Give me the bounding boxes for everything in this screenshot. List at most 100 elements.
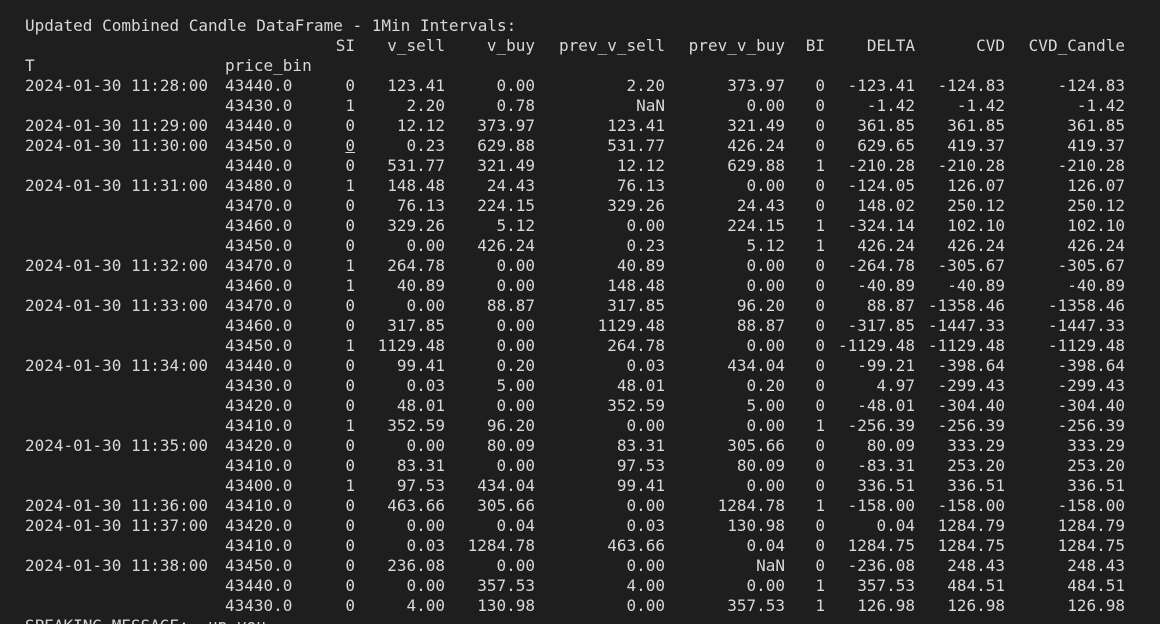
cell-timestamp: 2024-01-30 11:28:00 — [25, 76, 209, 95]
cell-delta: 336.51 — [857, 476, 915, 495]
cell-cvd-candle: -256.39 — [1057, 416, 1125, 435]
cell-cvd-candle: 250.12 — [1067, 196, 1125, 215]
cell-prev-v-sell: 148.48 — [607, 276, 665, 295]
cell-prev-v-buy: NaN — [756, 556, 785, 575]
cell-delta: 361.85 — [857, 116, 915, 135]
cell-cvd: -158.00 — [937, 496, 1005, 515]
cell-price-bin: 43470.0 — [225, 296, 293, 315]
cell-price-bin: 43400.0 — [225, 476, 293, 495]
cell-delta: -264.78 — [847, 256, 915, 275]
cell-cvd: 248.43 — [947, 556, 1005, 575]
cell-delta: -1129.48 — [837, 336, 915, 355]
table-row: 43460.0 0 317.85 0.00 1129.48 88.87 0 -317.85 -1… — [0, 316, 1160, 336]
cell-prev-v-sell: 40.89 — [616, 256, 665, 275]
cell-delta: -99.21 — [857, 356, 915, 375]
cell-cvd: 484.51 — [947, 576, 1005, 595]
column-header-row: SI v_sell v_buy prev_v_sell prev_v_buy B… — [0, 36, 1160, 56]
cell-prev-v-sell: 463.66 — [607, 536, 665, 555]
table-row: 2024-01-30 11:36:00 43410.0 0 463.66 305.66 0… — [0, 496, 1160, 516]
cell-timestamp: 2024-01-30 11:36:00 — [25, 496, 209, 515]
cell-si: 0 — [345, 136, 355, 155]
cell-si: 1 — [345, 416, 355, 435]
cell-prev-v-buy: 1284.78 — [717, 496, 785, 515]
cell-v-buy: 0.00 — [496, 256, 535, 275]
cell-si: 0 — [345, 596, 355, 615]
cell-v-buy: 0.00 — [496, 316, 535, 335]
cell-price-bin: 43480.0 — [225, 176, 293, 195]
cell-timestamp: 2024-01-30 11:32:00 — [25, 256, 209, 275]
cell-si: 0 — [345, 556, 355, 575]
cell-price-bin: 43440.0 — [225, 156, 293, 175]
cell-prev-v-buy: 426.24 — [727, 136, 785, 155]
col-header-cvd: CVD — [976, 36, 1005, 55]
cell-si: 0 — [345, 216, 355, 235]
cell-cvd-candle: -158.00 — [1057, 496, 1125, 515]
cell-timestamp: 2024-01-30 11:34:00 — [25, 356, 209, 375]
table-row: 2024-01-30 11:34:00 43440.0 0 99.41 0.20 0.03… — [0, 356, 1160, 376]
cell-v-sell: 4.00 — [406, 596, 445, 615]
cell-si: 1 — [345, 476, 355, 495]
cell-cvd-candle: 1284.75 — [1057, 536, 1125, 555]
cell-v-buy: 373.97 — [477, 116, 535, 135]
cell-prev-v-sell: 12.12 — [616, 156, 665, 175]
cell-cvd-candle: -398.64 — [1057, 356, 1125, 375]
cell-v-buy: 224.15 — [477, 196, 535, 215]
cell-si: 0 — [345, 116, 355, 135]
col-header-v-buy: v_buy — [486, 36, 535, 55]
cell-delta: 4.97 — [876, 376, 915, 395]
cell-prev-v-sell: 99.41 — [616, 476, 665, 495]
cell-cvd: -210.28 — [937, 156, 1005, 175]
table-row: 2024-01-30 11:31:00 43480.0 1 148.48 24.43 76… — [0, 176, 1160, 196]
cell-si: 0 — [345, 516, 355, 535]
cell-v-sell: 97.53 — [396, 476, 445, 495]
cell-prev-v-sell: NaN — [636, 96, 665, 115]
cell-delta: -1.42 — [866, 96, 915, 115]
cell-prev-v-buy: 629.88 — [727, 156, 785, 175]
table-row: 43410.0 1 352.59 96.20 0.00 0.00 1 -256.39 -256.… — [0, 416, 1160, 436]
cell-cvd-candle: -1129.48 — [1047, 336, 1125, 355]
cell-v-buy: 0.00 — [496, 76, 535, 95]
cell-delta: 357.53 — [857, 576, 915, 595]
col-header-v-sell: v_sell — [387, 36, 445, 55]
cell-bi: 0 — [815, 356, 825, 375]
cell-si: 0 — [345, 436, 355, 455]
cell-timestamp: 2024-01-30 11:38:00 — [25, 556, 209, 575]
cell-v-sell: 123.41 — [387, 76, 445, 95]
cell-v-sell: 0.00 — [406, 576, 445, 595]
cell-cvd-candle: 419.37 — [1067, 136, 1125, 155]
col-header-prev-v-sell: prev_v_sell — [559, 36, 665, 55]
cell-cvd-candle: -305.67 — [1057, 256, 1125, 275]
cell-price-bin: 43440.0 — [225, 76, 293, 95]
cell-timestamp: 2024-01-30 11:29:00 — [25, 116, 209, 135]
cell-price-bin: 43450.0 — [225, 556, 293, 575]
cell-prev-v-sell: 0.03 — [626, 356, 665, 375]
cell-prev-v-sell: 329.26 — [607, 196, 665, 215]
cell-si: 0 — [345, 76, 355, 95]
cell-v-buy: 0.00 — [496, 276, 535, 295]
cell-delta: -48.01 — [857, 396, 915, 415]
table-row: 2024-01-30 11:28:00 43440.0 0 123.41 0.00 2.2… — [0, 76, 1160, 96]
cell-price-bin: 43440.0 — [225, 356, 293, 375]
cell-si: 0 — [345, 496, 355, 515]
cell-prev-v-buy: 96.20 — [736, 296, 785, 315]
cell-v-sell: 2.20 — [406, 96, 445, 115]
cell-prev-v-sell: 264.78 — [607, 336, 665, 355]
cell-prev-v-buy: 0.00 — [746, 96, 785, 115]
cell-price-bin: 43440.0 — [225, 116, 293, 135]
cell-cvd: 419.37 — [947, 136, 1005, 155]
cell-prev-v-sell: 0.00 — [626, 496, 665, 515]
cell-prev-v-sell: 0.00 — [626, 216, 665, 235]
cell-cvd-candle: 126.07 — [1067, 176, 1125, 195]
cell-bi: 1 — [815, 596, 825, 615]
cell-cvd-candle: -210.28 — [1057, 156, 1125, 175]
cell-prev-v-sell: 0.00 — [626, 416, 665, 435]
cell-si: 0 — [345, 576, 355, 595]
cell-v-sell: 352.59 — [387, 416, 445, 435]
cell-bi: 0 — [815, 76, 825, 95]
cell-prev-v-buy: 130.98 — [727, 516, 785, 535]
table-row: 43420.0 0 48.01 0.00 352.59 5.00 0 -48.01 -304.4… — [0, 396, 1160, 416]
cell-prev-v-buy: 0.00 — [746, 276, 785, 295]
cell-prev-v-buy: 0.20 — [746, 376, 785, 395]
cell-prev-v-buy: 0.00 — [746, 476, 785, 495]
